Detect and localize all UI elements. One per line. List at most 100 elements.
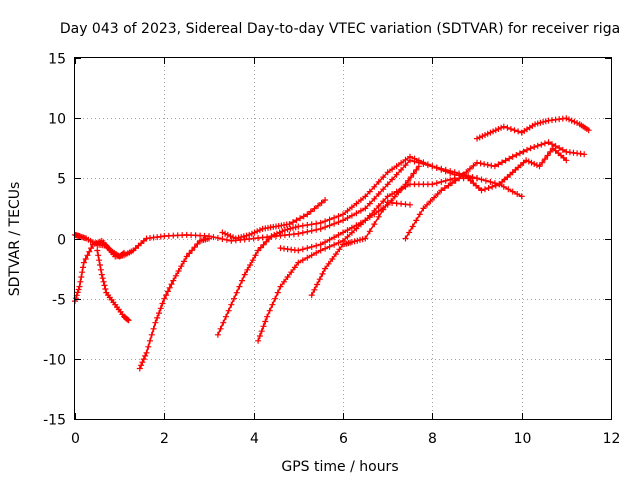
data-point [532, 121, 539, 128]
data-point [474, 135, 480, 142]
data-point-marker [335, 219, 342, 226]
data-point-marker [322, 245, 329, 252]
data-point-marker [389, 176, 396, 183]
data-point-marker [95, 252, 102, 259]
data-point [563, 157, 570, 164]
data-point-marker [559, 146, 566, 153]
series-line [139, 237, 210, 370]
series-arc-5 [219, 197, 329, 242]
data-point-marker [266, 307, 273, 314]
data-point-marker [375, 208, 382, 215]
data-point [206, 235, 212, 242]
data-point [281, 227, 288, 234]
data-point-marker [164, 288, 171, 295]
data-point-marker [271, 231, 278, 238]
plot-frame [74, 57, 612, 420]
y-tick-label: 10 [48, 112, 66, 128]
data-point-marker [222, 230, 229, 237]
data-point-marker [500, 183, 507, 190]
data-point [340, 217, 346, 224]
data-point [214, 331, 221, 338]
data-point-marker [566, 116, 572, 123]
data-point-marker [269, 301, 276, 308]
data-point-marker [139, 359, 146, 366]
data-point-marker [290, 224, 296, 231]
data-point [322, 197, 329, 203]
series-arc-1 [72, 237, 128, 305]
data-point-marker [505, 186, 512, 193]
data-point-marker [100, 278, 107, 285]
data-point [286, 221, 293, 228]
data-point-marker [315, 202, 321, 209]
data-point-marker [299, 222, 306, 229]
data-point-marker [380, 206, 387, 213]
data-point [384, 169, 391, 176]
data-point-marker [157, 305, 164, 312]
data-point-marker [191, 244, 198, 251]
data-point [456, 175, 463, 182]
data-point-marker [214, 235, 221, 241]
data-point-marker [514, 191, 521, 197]
data-point [536, 163, 543, 170]
data-point-marker [313, 249, 320, 256]
data-point-marker [571, 118, 578, 125]
data-point [125, 317, 132, 324]
data-point-marker [348, 204, 355, 211]
x-tick-label: 12 [603, 431, 621, 447]
data-point-marker [322, 224, 329, 231]
data-point-marker [313, 242, 320, 249]
data-point-marker [351, 238, 358, 245]
data-point [143, 349, 150, 356]
data-point [94, 247, 101, 254]
data-point-marker [344, 233, 351, 240]
data-point-marker [290, 219, 296, 226]
data-point-marker [299, 257, 306, 264]
data-point-marker [313, 226, 320, 233]
data-point-marker [495, 161, 502, 168]
data-point [246, 231, 253, 238]
data-point-marker [225, 307, 232, 314]
x-tick-label: 8 [428, 431, 437, 447]
data-point-marker [344, 215, 351, 221]
data-point [232, 235, 239, 242]
data-point-marker [308, 221, 315, 228]
data-point-marker [156, 310, 162, 317]
data-point-marker [335, 239, 342, 246]
x-tick-label: 2 [160, 431, 169, 447]
data-point-marker [97, 266, 104, 273]
data-point-marker [244, 266, 251, 273]
data-point-marker [504, 124, 511, 131]
data-point-marker [442, 177, 449, 184]
data-point-marker [366, 214, 373, 221]
data-point [415, 163, 422, 170]
data-point-marker [99, 275, 106, 282]
data-point-marker [447, 176, 454, 183]
data-point-marker [142, 352, 149, 359]
x-axis-label: GPS time / hours [281, 459, 398, 475]
data-point-marker [291, 264, 298, 271]
data-point-marker [348, 224, 355, 231]
data-point-marker [481, 161, 488, 168]
data-point-marker [248, 230, 255, 237]
data-point [362, 235, 369, 242]
series-arc-9 [308, 199, 413, 299]
data-point-marker [375, 203, 382, 209]
data-point-marker [80, 264, 86, 271]
data-point-marker [427, 198, 434, 205]
series-line [74, 159, 478, 258]
data-point [317, 219, 324, 226]
data-point [161, 295, 168, 302]
data-point-marker [398, 166, 405, 173]
data-point-marker [416, 211, 423, 218]
series-arc-8 [277, 163, 422, 254]
data-point-marker [178, 263, 185, 270]
data-point-marker [304, 222, 311, 228]
data-point-marker [281, 278, 287, 285]
data-point [429, 163, 436, 170]
data-point-marker [409, 223, 416, 230]
y-tick-label: -5 [52, 293, 66, 309]
data-point-marker [568, 117, 575, 124]
data-point-marker [331, 241, 338, 248]
data-point [500, 123, 507, 130]
data-point [474, 175, 480, 182]
